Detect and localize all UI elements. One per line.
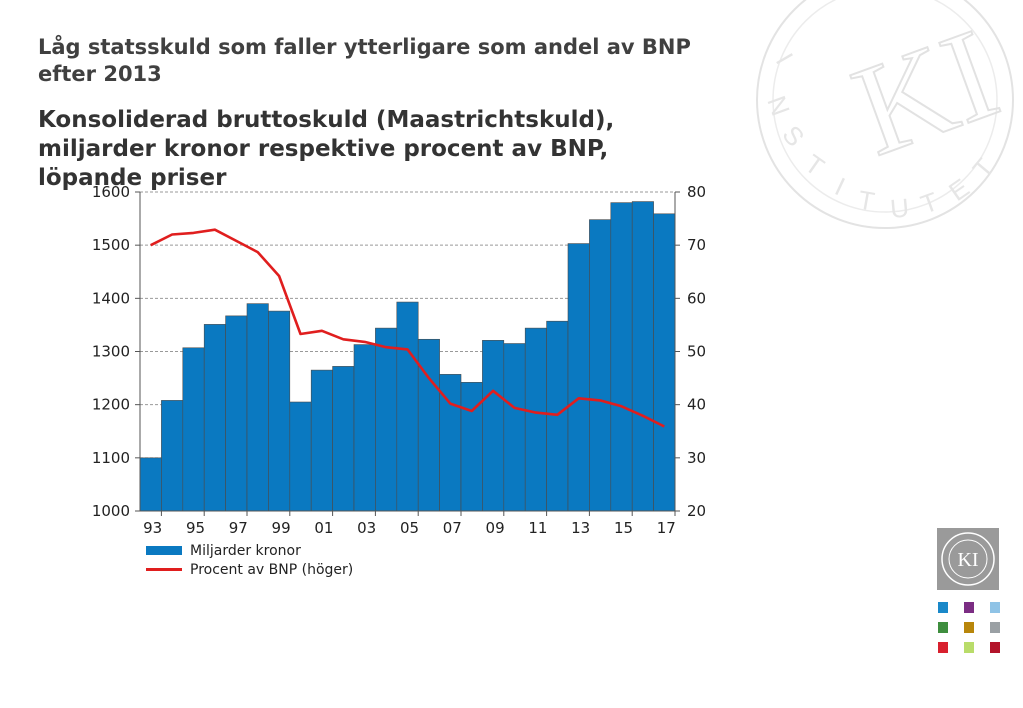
right-tick-label: 50 — [687, 343, 706, 361]
right-tick-label: 60 — [687, 289, 706, 307]
bar-series — [139, 201, 676, 512]
bar-99 — [268, 310, 291, 512]
right-tick-label: 80 — [687, 183, 706, 201]
x-tick-label: 95 — [186, 519, 205, 537]
left-tick-label: 1600 — [92, 183, 130, 201]
bar-17 — [653, 213, 676, 512]
right-tick-label: 20 — [687, 502, 706, 520]
bar-09 — [482, 340, 505, 512]
x-tick-label: 05 — [400, 519, 419, 537]
legend-item-bars: Miljarder kronor — [146, 541, 353, 560]
legend-bar-swatch — [146, 546, 182, 555]
legend-bar-label: Miljarder kronor — [190, 542, 301, 559]
square-icon — [964, 642, 974, 653]
x-tick-label: 01 — [314, 519, 333, 537]
left-axis-ticks: 1000 1100 1200 1300 1400 1500 1600 — [92, 183, 140, 520]
square-icon — [990, 602, 1000, 613]
left-tick-label: 1300 — [92, 343, 130, 361]
bar-08 — [460, 382, 483, 512]
bar-04 — [375, 327, 398, 512]
left-tick-label: 1200 — [92, 396, 130, 414]
ki-watermark-seal: KI I N S T I T U T E T — [756, 0, 1016, 229]
chart-legend: Miljarder kronor Procent av BNP (höger) — [146, 541, 353, 579]
line-series — [150, 228, 665, 428]
page-title: Låg statsskuld som faller ytterligare so… — [38, 35, 691, 86]
x-tick-label: 99 — [272, 519, 291, 537]
square-icon — [964, 602, 974, 613]
x-tick-label: 15 — [614, 519, 633, 537]
x-tick-label: 03 — [357, 519, 376, 537]
bar-00 — [289, 401, 312, 512]
bar-95 — [182, 347, 205, 512]
x-tick-label: 93 — [143, 519, 162, 537]
bar-98 — [246, 303, 269, 512]
legend-item-line: Procent av BNP (höger) — [146, 560, 353, 579]
x-tick-label: 17 — [657, 519, 676, 537]
square-icon — [938, 602, 948, 613]
left-tick-label: 1000 — [92, 502, 130, 520]
ki-logo: KI — [937, 528, 999, 590]
square-icon — [938, 622, 948, 633]
left-tick-label: 1400 — [92, 289, 130, 307]
x-tick-label: 97 — [229, 519, 248, 537]
right-tick-label: 70 — [687, 236, 706, 254]
svg-text:U: U — [889, 192, 910, 224]
bar-96 — [203, 324, 226, 512]
x-tick-label: 09 — [486, 519, 505, 537]
right-tick-label: 40 — [687, 396, 706, 414]
right-tick-label: 30 — [687, 449, 706, 467]
bar-01 — [310, 369, 333, 512]
square-icon — [964, 622, 974, 633]
svg-text:T: T — [856, 184, 877, 216]
right-axis-ticks: 20 30 40 50 60 70 80 — [675, 183, 706, 520]
chart-subtitle: Konsoliderad bruttoskuld (Maastrichtskul… — [38, 107, 615, 191]
legend-line-label: Procent av BNP (höger) — [190, 561, 354, 578]
x-axis-ticks: 93 95 97 99 01 03 05 07 09 11 13 15 17 — [143, 511, 676, 537]
bar-16 — [631, 201, 654, 512]
line-percent-of-gdp — [150, 228, 665, 428]
x-tick-label: 13 — [571, 519, 590, 537]
bar-97 — [225, 315, 248, 512]
left-tick-label: 1100 — [92, 449, 130, 467]
bar-06 — [417, 338, 440, 512]
bar-15 — [610, 202, 633, 512]
bar-14 — [589, 219, 612, 512]
bar-10 — [503, 343, 526, 512]
legend-line-swatch — [146, 568, 182, 571]
bar-03 — [353, 344, 376, 512]
left-tick-label: 1500 — [92, 236, 130, 254]
square-icon — [938, 642, 948, 653]
square-icon — [990, 642, 1000, 653]
x-tick-label: 07 — [443, 519, 462, 537]
bar-02 — [332, 366, 355, 512]
square-icon — [990, 622, 1000, 633]
bar-93 — [139, 457, 162, 512]
ki-logo-seal-icon: KI — [941, 532, 995, 586]
bar-05 — [396, 301, 419, 512]
logo-text: KI — [957, 549, 978, 571]
bar-13 — [567, 243, 590, 512]
bar-94 — [161, 400, 184, 512]
bar-11 — [524, 327, 547, 512]
x-tick-label: 11 — [528, 519, 547, 537]
